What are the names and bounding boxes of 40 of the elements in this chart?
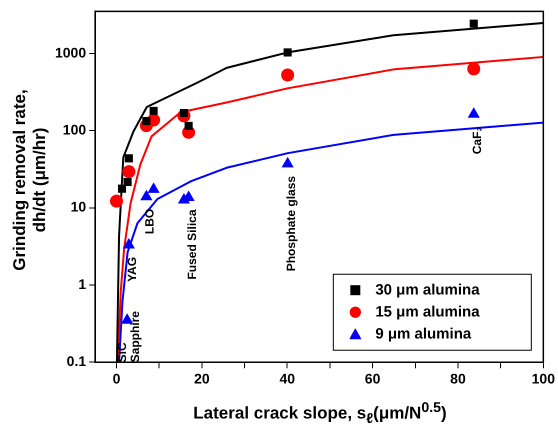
point <box>123 238 135 248</box>
annotation: Phosphate glass <box>284 176 298 272</box>
x-axis-title: Lateral crack slope, s$_{ℓ}$(μm/N$^{0.5}$) <box>192 399 448 429</box>
point <box>124 154 133 162</box>
x-tick-label: 60 <box>364 370 381 386</box>
annotation: YAG <box>125 256 140 282</box>
annotation: Sapphire <box>128 310 142 362</box>
point <box>281 68 294 82</box>
point <box>110 194 123 208</box>
point <box>184 122 193 130</box>
legend-label: 15 μm alumina <box>375 303 480 320</box>
point <box>284 48 292 56</box>
x-tick-label: 20 <box>194 370 210 386</box>
y-tick-label: 10 <box>70 198 86 215</box>
x-tick-label: 40 <box>279 370 296 386</box>
x-tick-label: 80 <box>450 370 466 386</box>
point <box>124 178 132 186</box>
x-tick-label: 100 <box>532 370 556 386</box>
point <box>148 182 160 193</box>
x-tick-label: 0 <box>112 370 121 386</box>
point <box>282 157 294 168</box>
annotation: LBO <box>142 208 157 234</box>
legend-label: 9 μm alumina <box>375 325 472 342</box>
point <box>467 62 480 76</box>
annotation: CaF₂ <box>470 126 484 154</box>
y-axis-title: Grinding removal rate, dh/dt (μm/hr) <box>10 88 50 273</box>
annotation: SiC <box>115 340 129 362</box>
point <box>150 106 158 115</box>
y-tick-label: 100 <box>62 121 86 138</box>
y-tick-label: 0.1 <box>66 353 86 370</box>
point <box>118 184 126 193</box>
legend-label: 30 μm alumina <box>375 281 480 298</box>
y-tick-label: 1000 <box>54 44 86 60</box>
y-tick-label: 1 <box>78 276 86 292</box>
point <box>142 117 150 126</box>
point <box>122 165 136 178</box>
annotation: Fused Silica <box>184 209 199 280</box>
point <box>140 190 152 200</box>
point <box>470 20 478 28</box>
point <box>468 108 480 118</box>
